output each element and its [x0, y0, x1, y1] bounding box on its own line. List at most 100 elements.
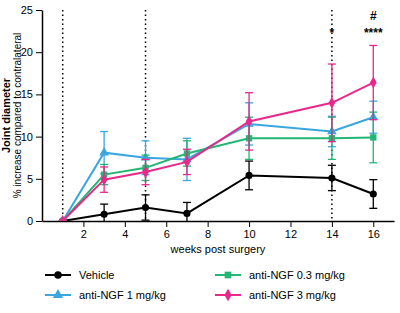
x-tick-mark [332, 221, 333, 227]
y-tick-mark [36, 52, 42, 53]
y-axis-title: % increase compared to contralateral [12, 33, 23, 199]
y-tick-label: 25 [21, 4, 33, 16]
data-point [245, 172, 252, 179]
error-bar-cap [183, 138, 191, 139]
error-bar-cap [100, 203, 108, 204]
x-tick-mark [373, 221, 374, 227]
error-bar-cap [369, 45, 377, 46]
data-point [101, 211, 108, 218]
y-tick-mark [36, 221, 42, 222]
legend: Vehicle anti-NGF 1 mg/kg anti-NGF 0.3 mg/k… [45, 269, 345, 301]
error-bar-cap [100, 166, 108, 167]
error-bar-cap [245, 149, 253, 150]
error-bar-cap [328, 63, 336, 64]
x-tick: 12 [285, 221, 297, 240]
data-point [246, 116, 253, 128]
error-bar-cap [328, 141, 336, 142]
error-bar [369, 45, 377, 119]
error-bar [142, 159, 150, 184]
data-point [101, 174, 108, 186]
data-point [328, 174, 335, 181]
data-point [142, 204, 149, 211]
data-point [59, 215, 66, 221]
error-bar-cap [328, 159, 336, 160]
x-tick: 10 [243, 221, 255, 240]
x-tick-label: 12 [285, 228, 297, 240]
x-tick-mark [249, 221, 250, 227]
x-tick-label: 8 [205, 228, 211, 240]
reference-line [331, 10, 333, 221]
y-tick-mark [36, 179, 42, 180]
data-point [328, 97, 335, 109]
plot-area: 2468101214160510152025*#**** [21, 4, 395, 240]
data-point [370, 77, 377, 89]
y-tick-mark [36, 94, 42, 95]
error-bar-cap [183, 174, 191, 175]
legend-marker [224, 289, 231, 301]
error-bar-cap [142, 159, 150, 160]
legend-item: Vehicle [45, 269, 114, 281]
legend-item: anti-NGF 1 mg/kg [45, 289, 166, 301]
y-tick-mark [36, 137, 42, 138]
error-bar-cap [142, 155, 150, 156]
error-bar [183, 149, 191, 174]
error-bar-cap [183, 149, 191, 150]
series [59, 45, 378, 221]
series [59, 112, 378, 221]
annotation: * [330, 26, 335, 40]
error-bar [142, 195, 150, 220]
data-point [184, 156, 191, 168]
annotation: # [370, 9, 377, 23]
data-point [99, 147, 109, 155]
x-tick-label: 2 [81, 228, 87, 240]
x-tick: 16 [368, 221, 380, 240]
x-tick: 14 [326, 221, 338, 240]
error-bar-cap [369, 179, 377, 180]
error-bar [100, 167, 108, 192]
error-bar-cap [183, 180, 191, 181]
x-tick: 2 [81, 221, 87, 240]
y-tick: 15 [21, 88, 42, 100]
y-tick: 0 [27, 215, 42, 227]
reference-line [145, 10, 147, 221]
x-tick: 8 [205, 221, 211, 240]
error-bar-cap [142, 220, 150, 221]
data-point [142, 166, 149, 178]
error-bar-cap [369, 208, 377, 209]
legend-marker [53, 289, 63, 298]
legend-item: anti-NGF 0.3 mg/kg [215, 269, 345, 281]
x-tick-label: 4 [122, 228, 128, 240]
error-bar [328, 165, 336, 190]
error-bar-cap [245, 159, 253, 160]
error-bar-cap [100, 164, 108, 165]
error-bar-cap [100, 131, 108, 132]
error-bar [100, 204, 108, 221]
legend-label: anti-NGF 0.3 mg/kg [249, 269, 345, 281]
error-bar [100, 132, 108, 174]
error-bar [142, 155, 150, 180]
error-bar-cap [245, 92, 253, 93]
error-bar [369, 180, 377, 209]
y-axis: 0 5 10 15 20 25 [21, 4, 43, 227]
y-tick-label: 5 [27, 173, 33, 185]
y-axis-line [42, 11, 44, 222]
x-tick-label: 10 [243, 228, 255, 240]
y-tick-label: 0 [27, 215, 33, 227]
error-bar-cap [183, 140, 191, 141]
y-tick: 10 [21, 131, 42, 143]
series-line [63, 117, 374, 221]
error-bar-cap [142, 184, 150, 185]
data-point [370, 190, 377, 197]
marks [58, 10, 378, 221]
y-axis-title: Joint diameter [0, 77, 12, 153]
error-bar [369, 112, 377, 163]
error-bar-cap [142, 194, 150, 195]
x-tick-mark [166, 221, 167, 227]
y-tick: 20 [21, 46, 42, 58]
legend-marker [225, 272, 232, 279]
x-tick-label: 14 [326, 228, 338, 240]
error-bar-cap [245, 160, 253, 161]
error-bar-cap [328, 165, 336, 166]
x-tick: 6 [164, 221, 170, 240]
error-bar-cap [100, 192, 108, 193]
